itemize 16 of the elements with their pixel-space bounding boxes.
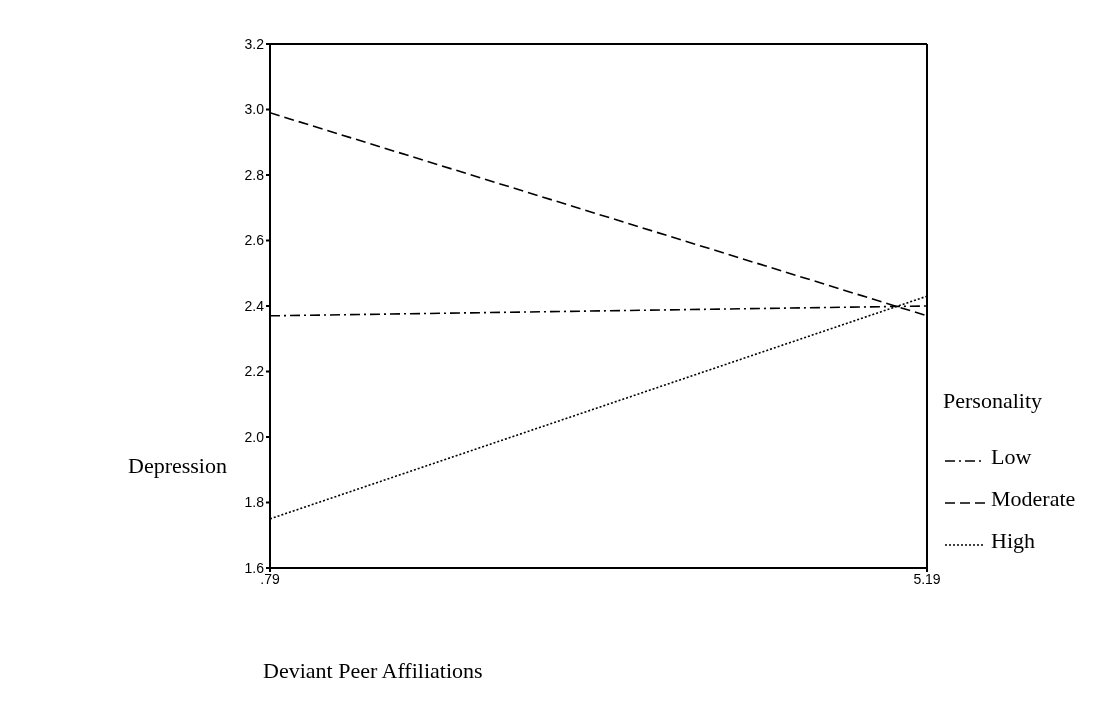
legend-title: Personality: [943, 388, 1043, 414]
y-tick-label: 3.2: [244, 35, 265, 52]
y-tick-label: 2.4: [244, 297, 265, 314]
y-tick-label: 2.8: [244, 166, 265, 183]
x-axis-title: Deviant Peer Affiliations: [263, 658, 483, 684]
legend-label: Moderate: [991, 486, 1076, 512]
y-tick-label: 3.0: [244, 101, 265, 118]
y-tick-label: 1.8: [244, 494, 265, 511]
legend-label: High: [991, 528, 1035, 554]
x-tick-label: 5.19: [913, 570, 941, 587]
y-axis-title: Depression: [128, 453, 227, 479]
y-tick-label: 1.6: [244, 559, 265, 576]
y-tick-label: 2.6: [244, 232, 265, 249]
y-tick-label: 2.2: [244, 363, 265, 380]
legend-label: Low: [991, 444, 1032, 470]
y-tick-label: 2.0: [244, 428, 265, 445]
